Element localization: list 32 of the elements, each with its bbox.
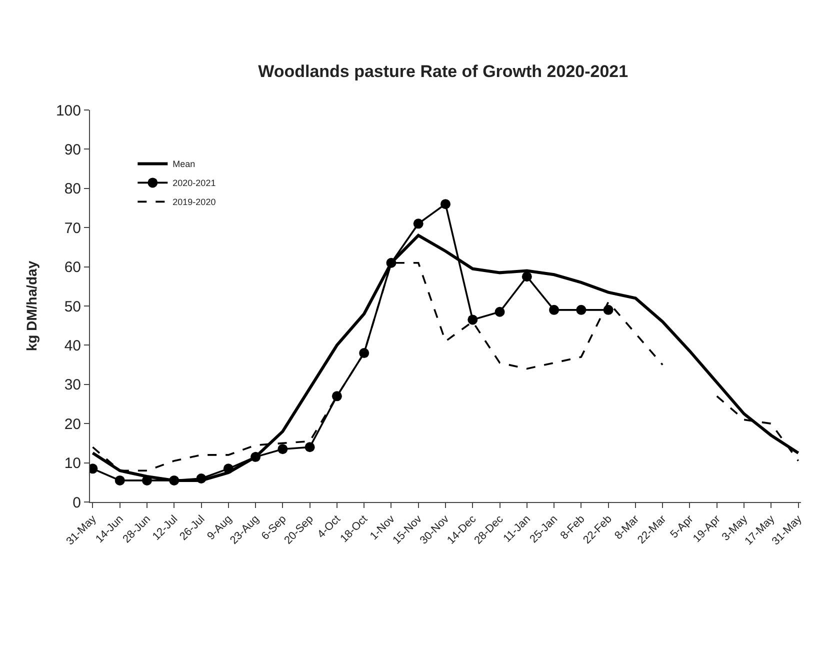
point [250, 452, 261, 462]
y-tick-label: 80 [64, 180, 81, 198]
y-tick-label: 100 [56, 102, 81, 120]
y-tick-label: 60 [64, 259, 81, 276]
y-tick-label: 20 [64, 416, 81, 433]
legend-label: Mean [172, 159, 196, 170]
point [386, 258, 396, 268]
chart-title: Woodlands pasture Rate of Growth 2020-2021 [258, 62, 628, 82]
point [304, 442, 315, 452]
legend-label: 2019-2020 [172, 197, 216, 208]
point [114, 475, 125, 486]
point [440, 199, 450, 210]
legend-label: 2020-2021 [172, 178, 216, 188]
y-tick-label: 10 [64, 455, 81, 472]
y-axis-title: kg DM/ha/day [24, 260, 40, 352]
point [332, 391, 342, 402]
point [494, 306, 505, 317]
y-tick-label: 30 [64, 376, 81, 394]
point [522, 272, 532, 282]
y-tick-label: 50 [64, 298, 81, 316]
y-tick-label: 40 [64, 337, 81, 354]
point [278, 444, 288, 454]
y-tick-label: 70 [64, 220, 81, 237]
y-tick-label: 0 [72, 494, 81, 512]
y-tick-label: 90 [64, 141, 81, 158]
point [468, 314, 478, 325]
point [223, 464, 234, 474]
point [196, 473, 206, 484]
point [549, 304, 560, 315]
point [413, 218, 424, 229]
point [169, 475, 180, 486]
point [576, 304, 586, 315]
